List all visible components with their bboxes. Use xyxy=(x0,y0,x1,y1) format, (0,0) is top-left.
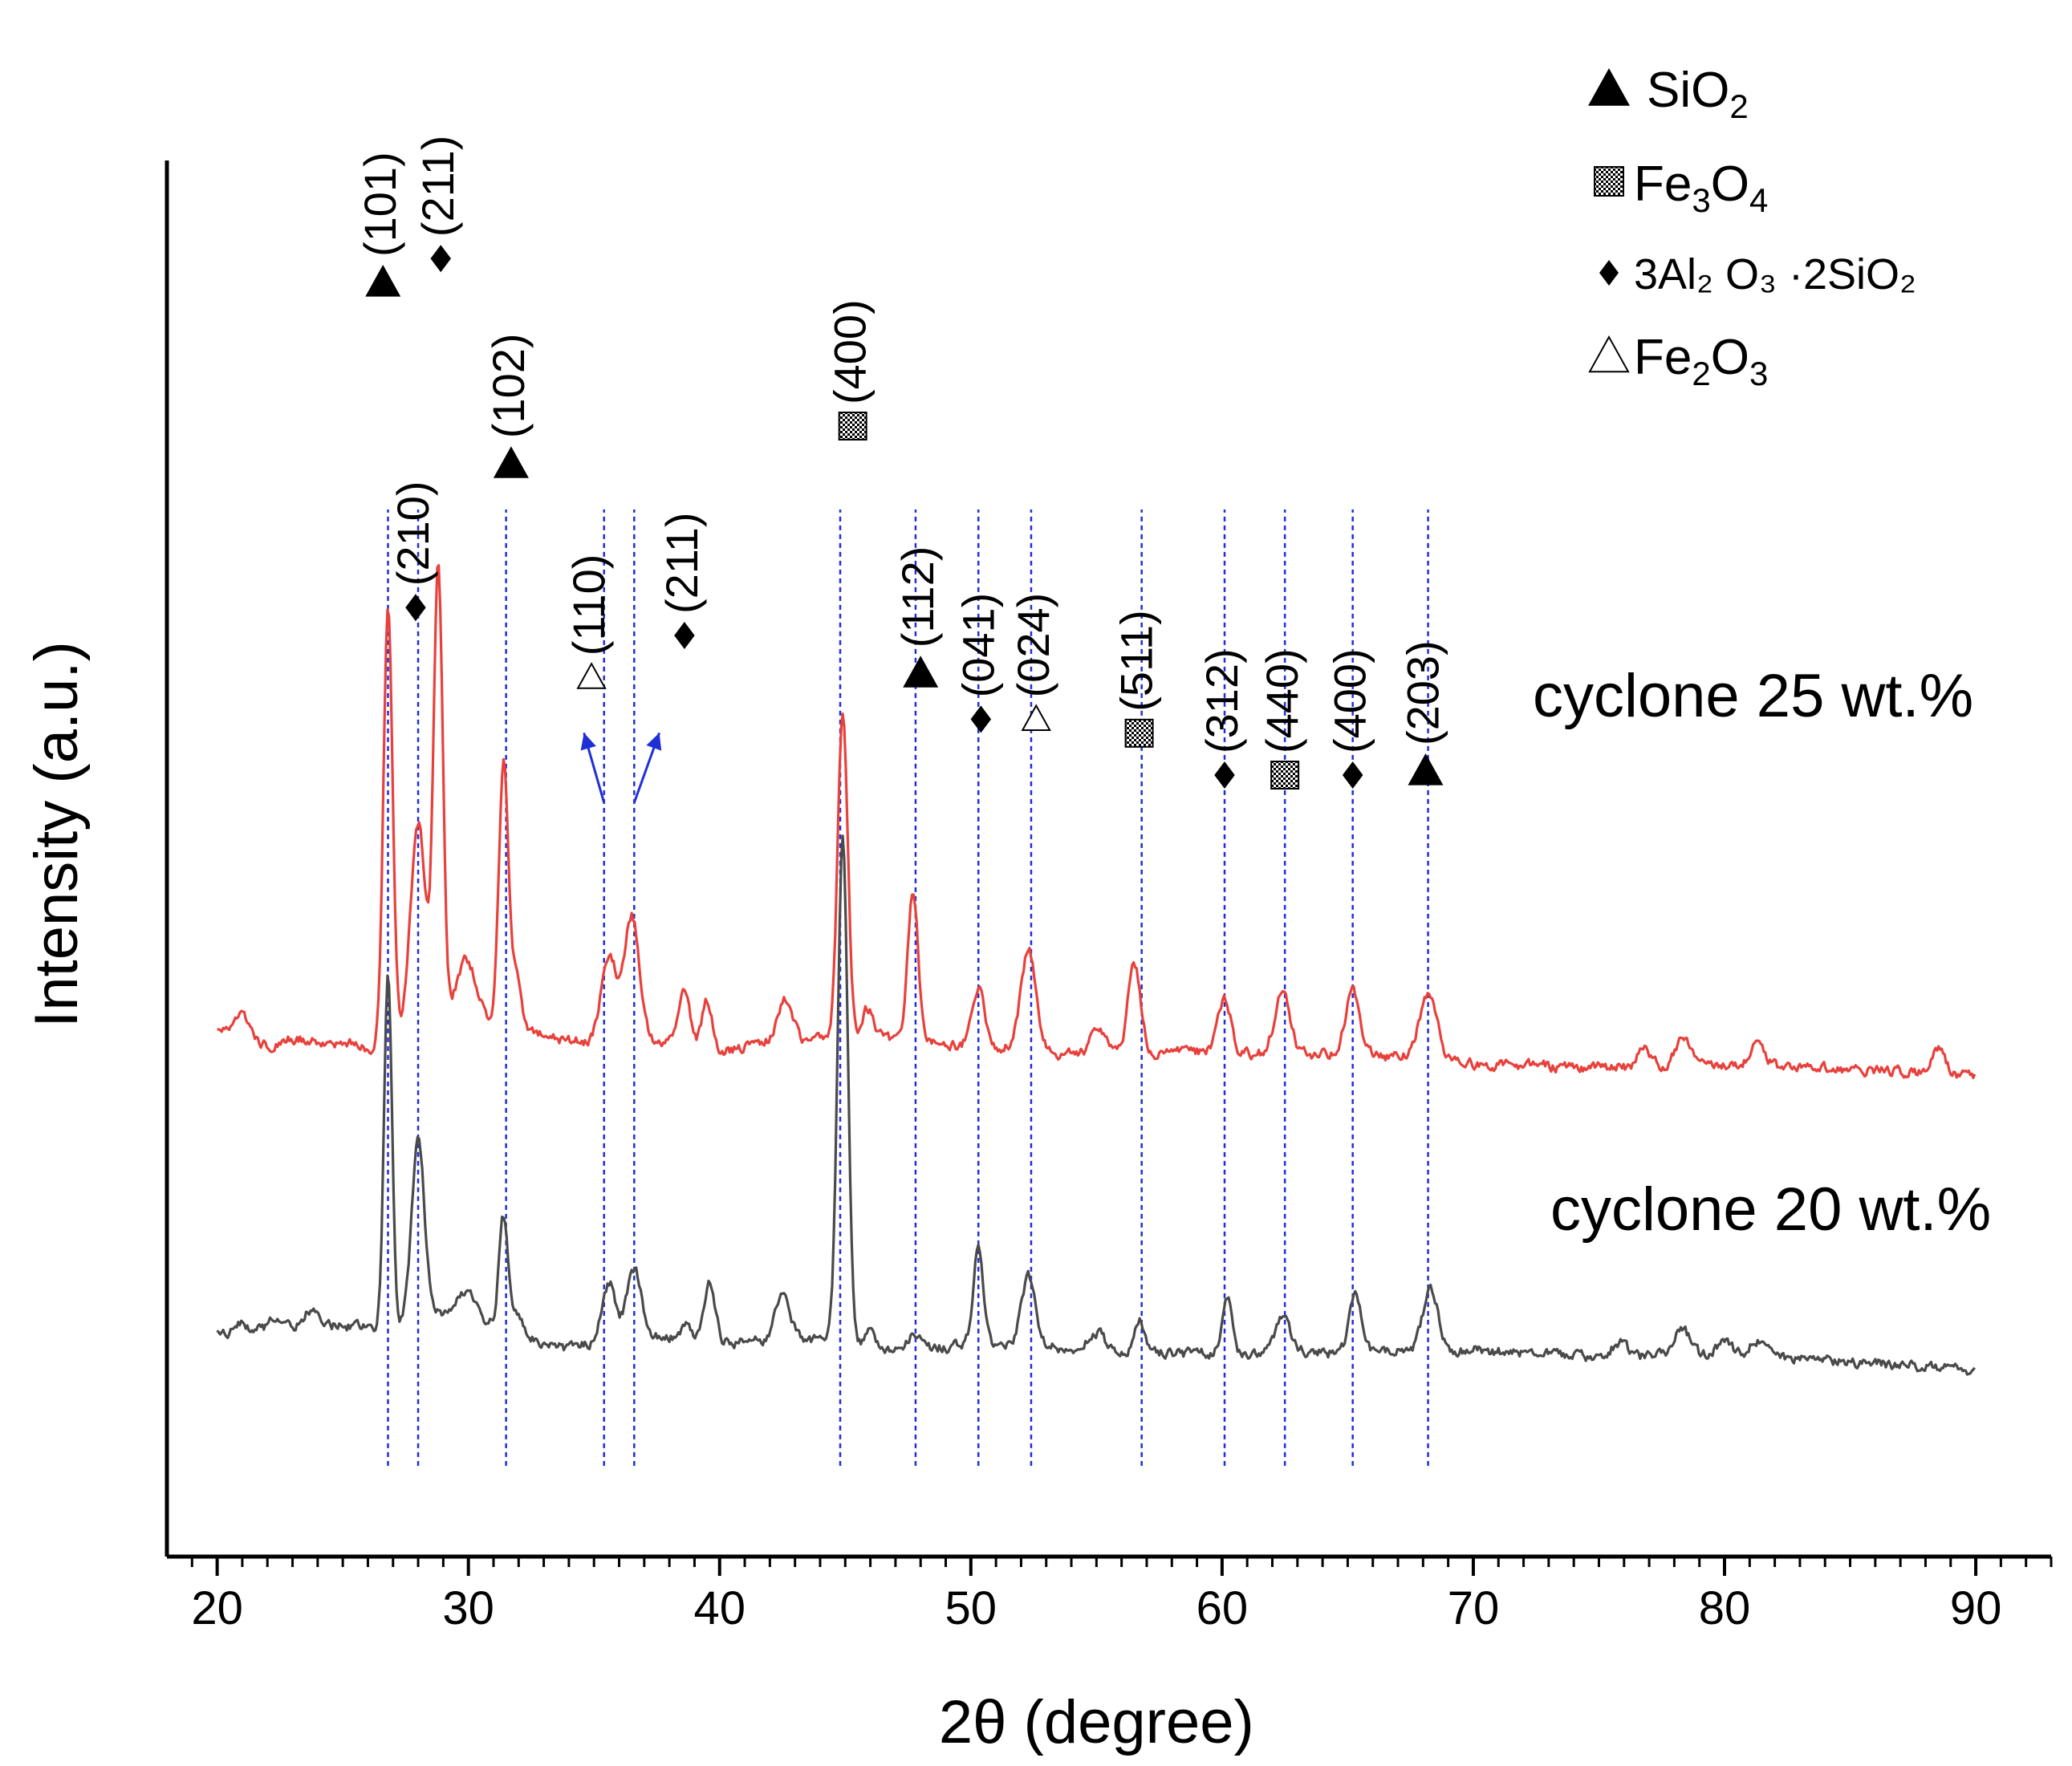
legend-label-0: SiO2 xyxy=(1647,63,1749,125)
legend-item-3: Fe2O3 xyxy=(1588,330,1768,392)
y-axis-title: Intensity (a.u.) xyxy=(22,641,91,1028)
legend-label-part: 3Al₂ O₃ ·2SiO₂ xyxy=(1634,250,1916,298)
peak-annotation-2: (210) xyxy=(388,481,438,622)
peak-hkl-label-4: (110) xyxy=(563,554,614,656)
legend-label-part: SiO xyxy=(1647,63,1729,118)
legend-label-part: Fe xyxy=(1634,156,1692,212)
peak-hkl-label-3: (102) xyxy=(483,333,534,438)
peak-annotation-13: (400) xyxy=(1325,648,1375,789)
axes: 20 30 40 50 60 70 80 90 2θ (degree) Intensity (a.… xyxy=(22,160,2053,1756)
peak-annotation-1: (211) xyxy=(412,136,463,273)
fe3o4-checkered-square-icon xyxy=(1124,718,1154,748)
peak-hkl-label-10: (511) xyxy=(1111,610,1162,712)
legend-item-0: SiO2 xyxy=(1588,63,1749,125)
series-line-0 xyxy=(217,564,1977,1079)
series-labels: cyclone 25 wt.% cyclone 20 wt.% xyxy=(1533,662,1991,1244)
fe3o4-checkered-square-icon xyxy=(1594,166,1624,197)
annotation-arrows xyxy=(580,732,662,803)
x-tick-label: 40 xyxy=(693,1582,746,1634)
legend-label-3: Fe2O3 xyxy=(1634,330,1768,392)
peak-hkl-label-5: (211) xyxy=(656,512,707,614)
peak-annotations: (101) (211)(210)(102)(110) (211)(400)(112)… xyxy=(355,136,1448,790)
sio2-triangle-icon xyxy=(1408,753,1444,786)
peak-hkl-label-1: (211) xyxy=(412,136,463,237)
series-label-1: cyclone 20 wt.% xyxy=(1550,1175,1991,1244)
legend-label-2: 3Al₂ O₃ ·2SiO₂ xyxy=(1634,250,1916,298)
x-tick-label: 80 xyxy=(1699,1582,1751,1634)
mullite-diamond-icon xyxy=(970,705,992,733)
legend-label-part: 2 xyxy=(1692,355,1710,392)
mullite-diamond-icon xyxy=(430,245,451,273)
fe2o3-open-triangle-icon xyxy=(576,662,607,689)
fe2o3-open-triangle-icon xyxy=(1021,704,1051,731)
legend-item-1: Fe3O4 xyxy=(1594,156,1768,219)
series-label-0: cyclone 25 wt.% xyxy=(1533,662,1973,730)
x-tick-label: 50 xyxy=(945,1582,997,1634)
peak-annotation-14: (203) xyxy=(1397,640,1448,786)
peak-hkl-label-11: (312) xyxy=(1196,648,1247,753)
annotation-arrowhead-1 xyxy=(646,733,662,751)
peak-hkl-label-0: (101) xyxy=(355,152,405,257)
peak-annotation-7: (112) xyxy=(892,546,943,688)
peak-hkl-label-9: (024) xyxy=(1008,593,1058,698)
mullite-diamond-icon xyxy=(405,594,426,622)
sio2-triangle-icon xyxy=(493,446,529,478)
mullite-diamond-icon xyxy=(1214,761,1235,789)
legend-label-part: 3 xyxy=(1749,355,1768,392)
peak-annotation-9: (024) xyxy=(1008,593,1058,731)
series-line-1 xyxy=(216,834,1977,1376)
x-axis-title: 2θ (degree) xyxy=(939,1688,1254,1756)
peak-annotation-3: (102) xyxy=(483,333,534,478)
fe3o4-checkered-square-icon xyxy=(838,412,867,440)
peak-hkl-label-14: (203) xyxy=(1397,640,1448,745)
legend-label-part: O xyxy=(1711,330,1749,385)
sio2-triangle-icon xyxy=(1588,68,1630,106)
peak-hkl-label-12: (440) xyxy=(1257,648,1307,753)
fe3o4-checkered-square-icon xyxy=(1270,761,1300,790)
peak-annotation-10: (511) xyxy=(1111,610,1162,748)
legend-label-part: 3 xyxy=(1692,181,1710,219)
peak-hkl-label-6: (400) xyxy=(825,299,876,404)
legend-label-part: O xyxy=(1711,156,1749,212)
peak-annotation-11: (312) xyxy=(1196,648,1247,789)
legend-label-part: 2 xyxy=(1729,87,1748,125)
mullite-diamond-icon xyxy=(674,622,695,649)
legend-label-part: Fe xyxy=(1634,330,1692,385)
x-tick-label: 60 xyxy=(1196,1582,1249,1634)
peak-annotation-0: (101) xyxy=(355,152,405,297)
x-tick-label: 70 xyxy=(1448,1582,1500,1634)
x-tick-label: 20 xyxy=(191,1582,243,1634)
mullite-diamond-icon xyxy=(1342,761,1363,789)
peak-annotation-6: (400) xyxy=(825,299,876,440)
sio2-triangle-icon xyxy=(365,265,401,297)
series-layer xyxy=(216,564,1977,1376)
peak-annotation-5: (211) xyxy=(656,512,707,649)
annotation-arrowhead-0 xyxy=(580,733,596,751)
peak-annotation-12: (440) xyxy=(1257,648,1307,790)
peak-annotation-4: (110) xyxy=(563,554,614,689)
legend-label-part: 4 xyxy=(1749,181,1768,219)
fe2o3-open-triangle-icon xyxy=(1588,335,1630,373)
peak-annotation-8: (041) xyxy=(953,593,1003,733)
sio2-triangle-icon xyxy=(903,656,939,688)
x-tick-label: 90 xyxy=(1950,1582,2002,1634)
peak-hkl-label-13: (400) xyxy=(1325,648,1375,753)
x-tick-label: 30 xyxy=(442,1582,494,1634)
legend-item-2: 3Al₂ O₃ ·2SiO₂ xyxy=(1599,250,1916,298)
peak-hkl-label-7: (112) xyxy=(892,546,943,648)
peak-hkl-label-8: (041) xyxy=(953,593,1003,698)
peak-hkl-label-2: (210) xyxy=(388,481,438,586)
mullite-diamond-icon xyxy=(1599,260,1619,286)
legend-label-1: Fe3O4 xyxy=(1634,156,1768,219)
